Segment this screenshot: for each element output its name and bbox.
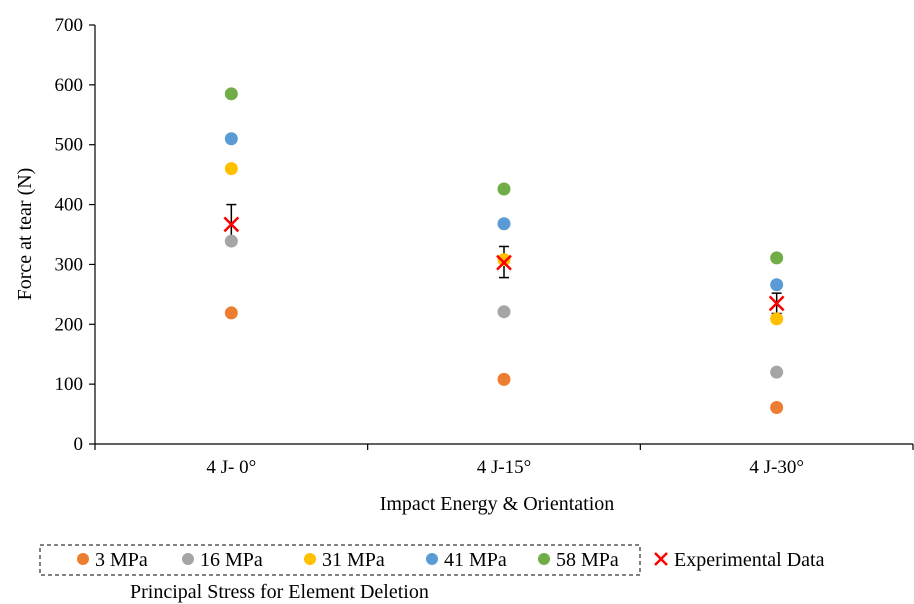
point-58-mpa xyxy=(224,87,238,101)
y-tick-label: 600 xyxy=(55,75,84,96)
legend-marker xyxy=(304,553,316,565)
legend-label: 41 MPa xyxy=(444,549,507,571)
legend-label: 16 MPa xyxy=(200,549,263,571)
legend-marker xyxy=(538,553,550,565)
legend-label: 31 MPa xyxy=(322,549,385,571)
x-axis-tick-labels: 4 J- 0° 4 J-15° 4 J-30° xyxy=(206,457,804,478)
legend-marker-stroke xyxy=(654,552,668,566)
experimental-marker-stroke xyxy=(223,216,240,233)
y-axis-tick-labels: 0 100 200 300 400 500 600 700 xyxy=(55,15,84,455)
x-axis-ticks xyxy=(94,444,914,450)
point-41-mpa xyxy=(770,278,784,292)
point-41-mpa xyxy=(224,132,238,146)
legend-title: Principal Stress for Element Deletion xyxy=(130,581,429,603)
y-tick-label: 400 xyxy=(55,195,84,216)
point-3-mpa xyxy=(224,306,238,320)
y-axis-ticks xyxy=(89,24,95,445)
y-tick-label: 100 xyxy=(55,374,84,395)
legend-marker-experimental xyxy=(654,552,668,566)
x-tick-label: 4 J- 0° xyxy=(206,457,256,478)
x-tick-label: 4 J-30° xyxy=(749,457,804,478)
legend-label: 3 MPa xyxy=(95,549,148,571)
point-16-mpa xyxy=(770,365,784,379)
legend-label: 58 MPa xyxy=(556,549,619,571)
legend-marker xyxy=(426,553,438,565)
y-axis-title: Force at tear (N) xyxy=(14,168,36,301)
experimental-marker-stroke xyxy=(768,295,785,312)
legend-marker xyxy=(77,553,89,565)
y-tick-label: 500 xyxy=(55,135,84,156)
y-tick-label: 200 xyxy=(55,314,84,335)
point-3-mpa xyxy=(497,372,511,386)
experimental-markers xyxy=(223,216,785,312)
legend-marker xyxy=(182,553,194,565)
y-tick-label: 0 xyxy=(74,434,84,455)
experimental-marker xyxy=(768,295,785,312)
legend-label-experimental: Experimental Data xyxy=(674,549,825,571)
point-16-mpa xyxy=(497,305,511,319)
point-31-mpa xyxy=(224,162,238,176)
point-58-mpa xyxy=(497,182,511,196)
point-31-mpa xyxy=(497,253,511,267)
y-tick-label: 700 xyxy=(55,15,84,36)
point-58-mpa xyxy=(770,251,784,265)
x-tick-label: 4 J-15° xyxy=(477,457,532,478)
point-16-mpa xyxy=(224,234,238,248)
point-3-mpa xyxy=(770,400,784,414)
experimental-marker xyxy=(496,254,512,271)
point-31-mpa xyxy=(770,312,784,326)
data-points xyxy=(224,87,784,414)
x-axis-title: Impact Energy & Orientation xyxy=(380,493,615,515)
point-41-mpa xyxy=(497,217,511,231)
experimental-marker-stroke xyxy=(496,254,512,271)
legend: 3 MPa 16 MPa 31 MPa 41 MPa 58 MPa Experimenta… xyxy=(77,549,825,571)
y-tick-label: 300 xyxy=(55,254,84,275)
experimental-marker xyxy=(223,216,240,233)
